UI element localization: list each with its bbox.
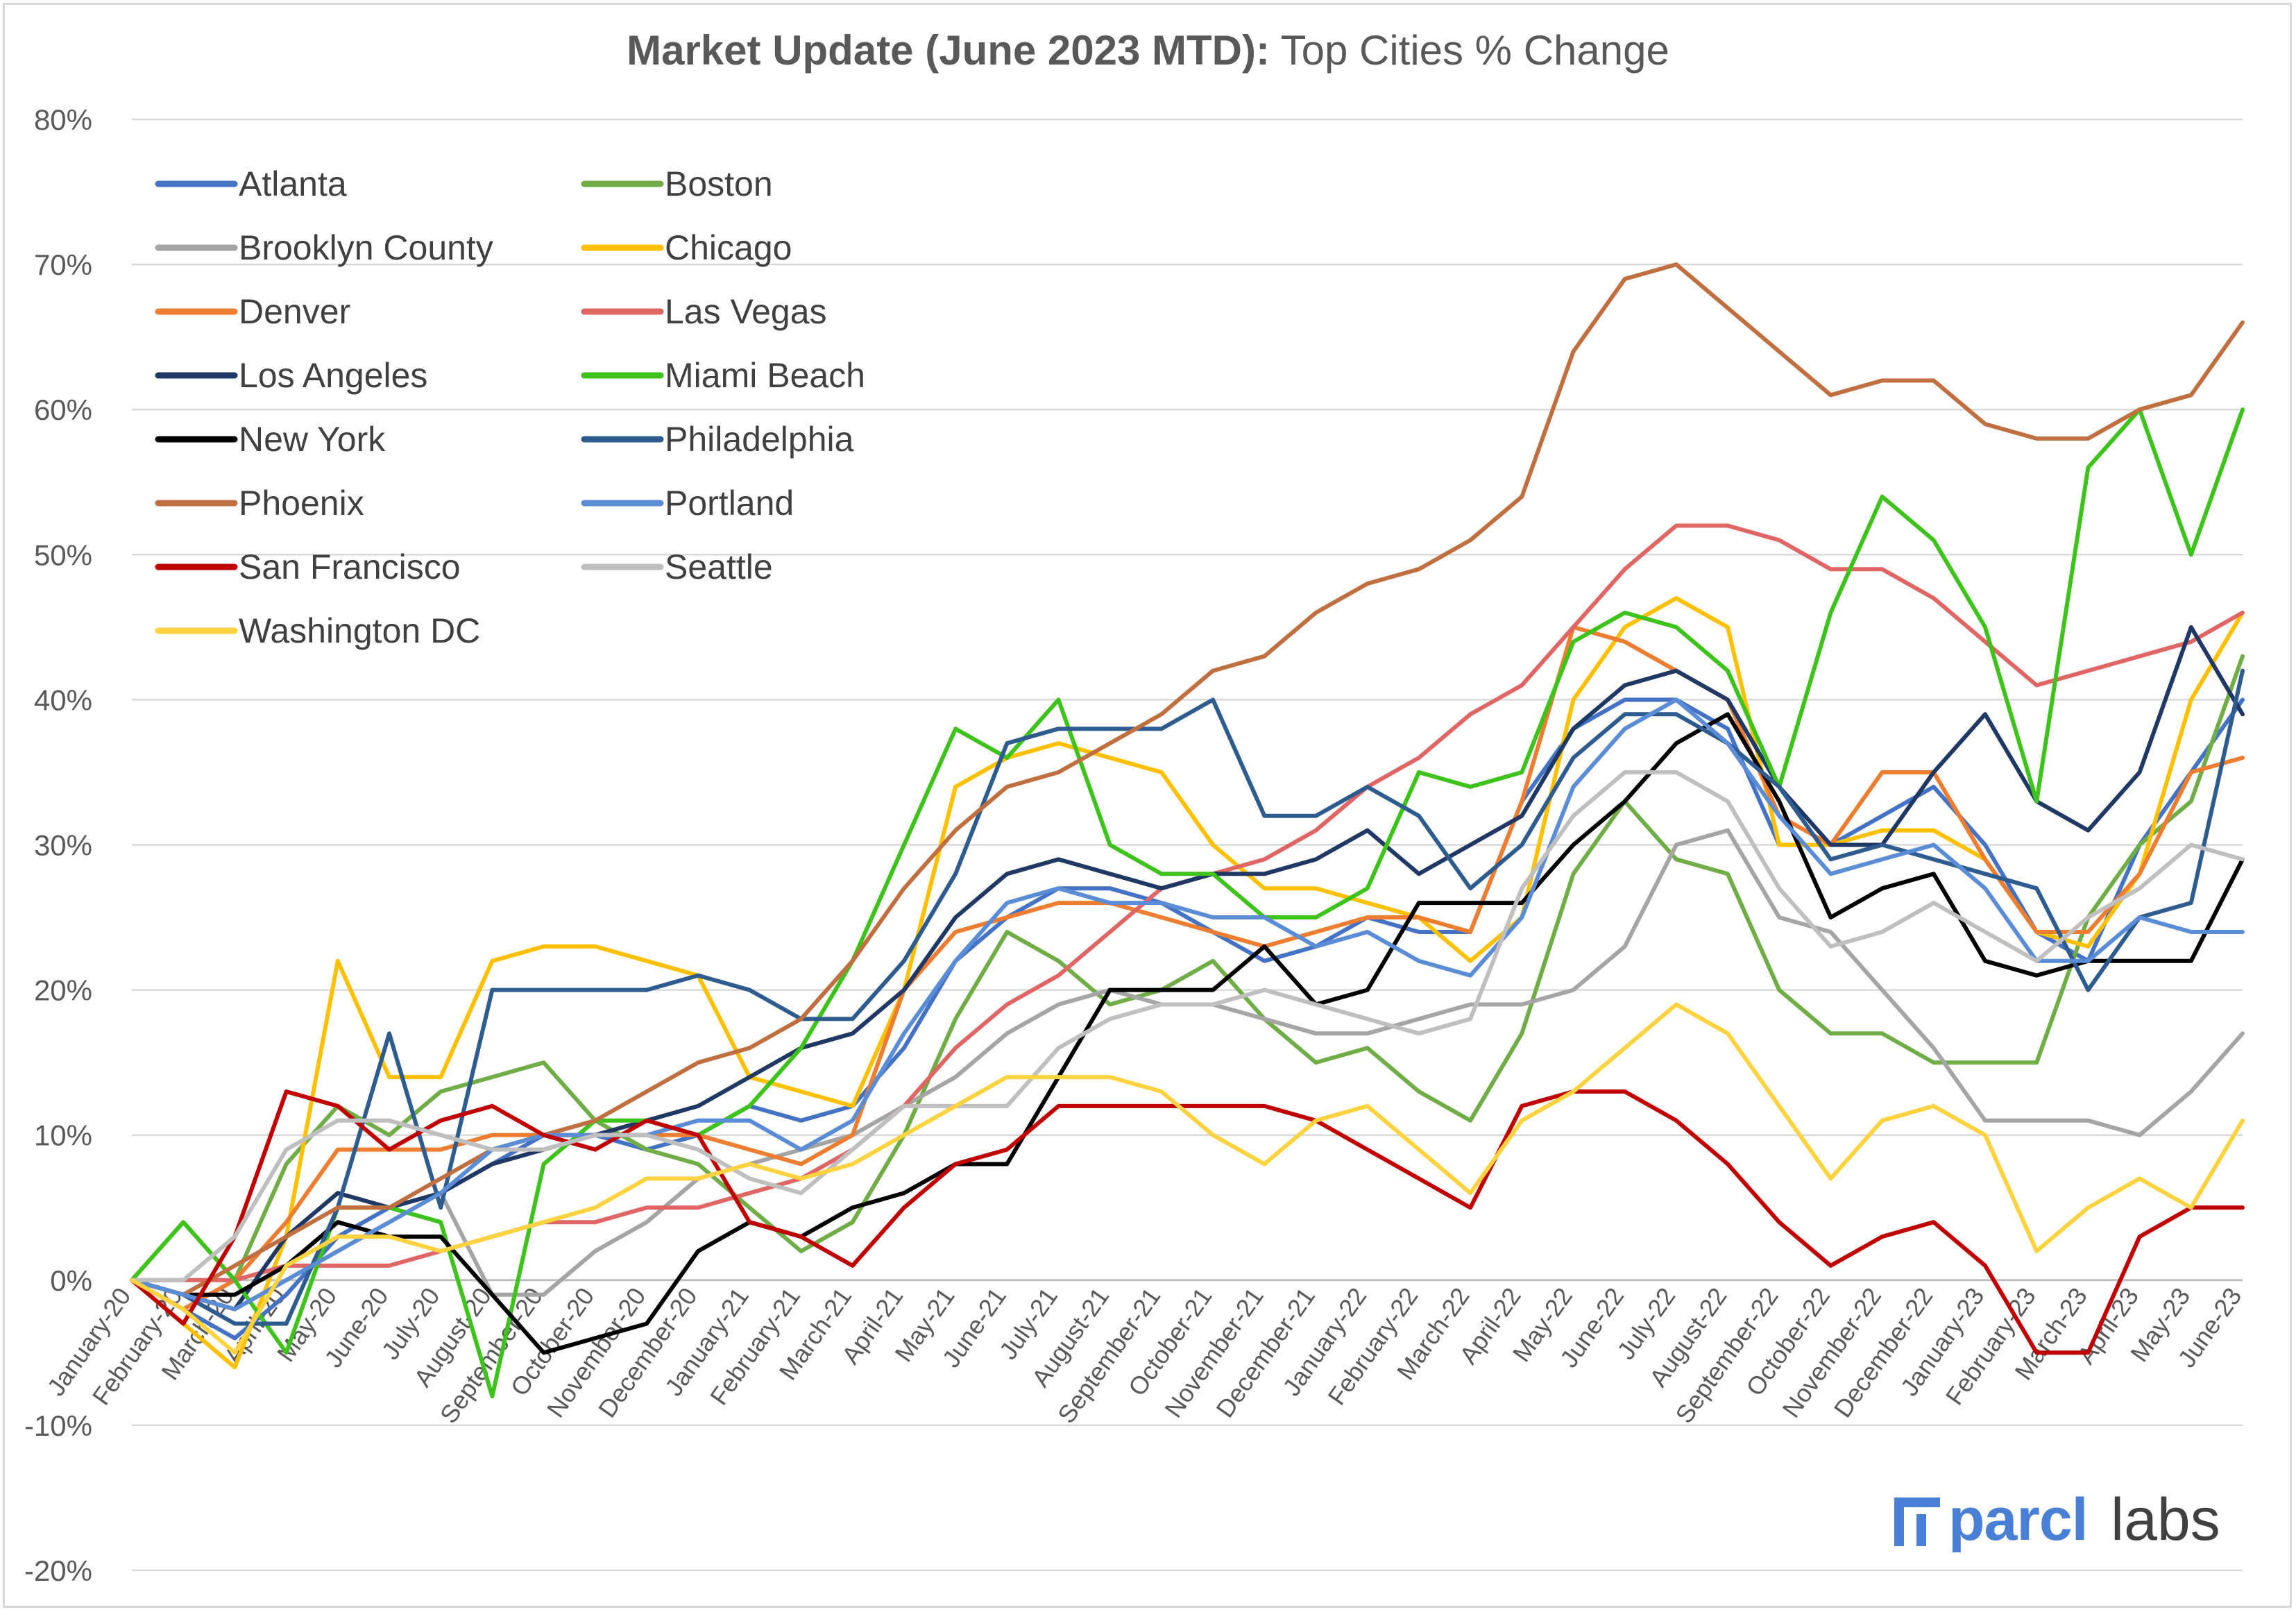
y-tick-label: 70%: [34, 248, 92, 281]
logo-brand-text: parcl: [1948, 1486, 2089, 1553]
legend-label: Denver: [239, 292, 350, 331]
legend-label: Miami Beach: [665, 356, 865, 395]
legend-label: New York: [239, 420, 386, 459]
series-line-los-angeles: [130, 625, 2245, 1312]
y-axis-ticks: 80% 70% 60% 50% 40% 30% 20% 10% 0% -10% -20%: [24, 103, 92, 1587]
chart-title: Market Update (June 2023 MTD): Top Citie…: [0, 26, 2296, 74]
legend-label: Brooklyn County: [239, 228, 493, 267]
gridlines: [132, 118, 2243, 1572]
series-line-new-york: [130, 712, 2245, 1355]
series-line-philadelphia: [130, 668, 2245, 1326]
chart-title-bold: Market Update (June 2023 MTD):: [627, 27, 1270, 74]
parcl-labs-logo: parcl labs: [1894, 1485, 2255, 1554]
chart-title-rest: Top Cities % Change: [1280, 27, 1669, 74]
y-tick-label: 30%: [34, 829, 92, 862]
series-line-portland: [130, 697, 2245, 1312]
legend-label: San Francisco: [239, 548, 461, 586]
legend-label: Chicago: [665, 228, 792, 267]
series-line-brooklyn-county: [130, 828, 2245, 1312]
series-lines: [130, 262, 2245, 1399]
legend-label: Washington DC: [239, 611, 480, 650]
legend-label: Las Vegas: [665, 292, 827, 331]
y-tick-label: 60%: [34, 393, 92, 426]
legend-label: Los Angeles: [239, 356, 427, 395]
legend: Atlanta Boston Brooklyn County Chicago Denve…: [155, 164, 865, 650]
legend-label: Seattle: [665, 548, 773, 586]
series-line-denver: [130, 625, 2245, 1312]
y-tick-label: 10%: [34, 1119, 92, 1152]
series-line-miami-beach: [130, 407, 2245, 1399]
parcl-mark-icon: [1894, 1498, 1940, 1546]
legend-label: Atlanta: [239, 164, 347, 203]
y-tick-label: -20%: [24, 1554, 92, 1587]
legend-label: Portland: [665, 484, 794, 523]
series-line-san-francisco: [130, 1089, 2245, 1355]
y-tick-label: 40%: [34, 684, 92, 716]
legend-label: Boston: [665, 164, 773, 203]
series-line-boston: [130, 654, 2245, 1282]
logo-suffix-text: labs: [2111, 1486, 2220, 1553]
y-tick-label: 80%: [34, 103, 92, 136]
y-tick-label: 20%: [34, 974, 92, 1007]
y-tick-label: 50%: [34, 538, 92, 571]
series-line-seattle: [130, 770, 2245, 1282]
series-line-washington-dc: [130, 1002, 2245, 1355]
legend-label: Philadelphia: [665, 420, 854, 459]
y-tick-label: 0%: [50, 1264, 92, 1297]
x-axis-ticks: January-20February-20March-20April-20May…: [42, 1282, 2247, 1428]
y-tick-label: -10%: [24, 1409, 92, 1442]
legend-label: Phoenix: [239, 484, 364, 523]
